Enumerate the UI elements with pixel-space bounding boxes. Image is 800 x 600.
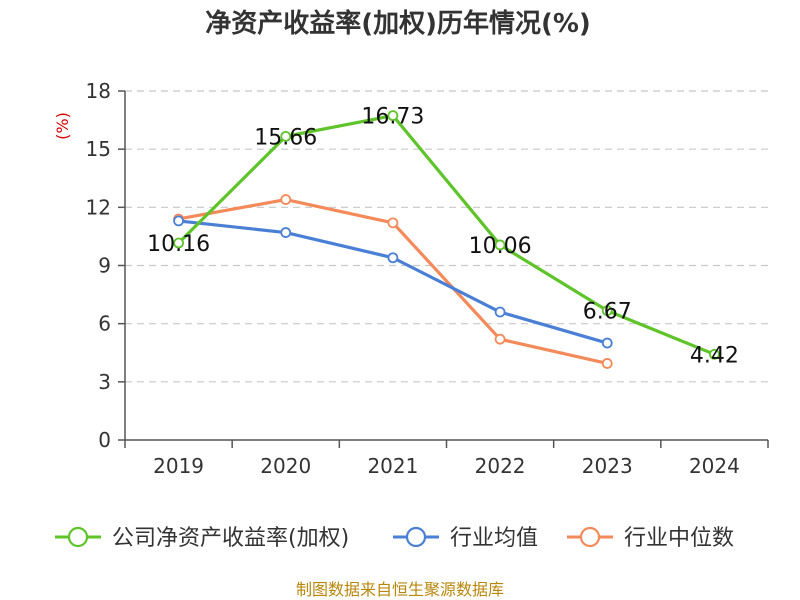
x-tick-label-2022: 2022: [475, 454, 526, 478]
y-axis-unit-label: (%): [53, 112, 72, 140]
series-2-point-2021: [387, 252, 399, 264]
series-2-point-2023: [601, 337, 613, 349]
series-1-point-2023: [601, 305, 613, 317]
series-2-point-2020: [280, 227, 292, 238]
data-label-2023: 6.67: [583, 300, 632, 325]
series-2-line: [178, 219, 608, 345]
data-label-2020: 15.66: [254, 125, 317, 150]
source-note: 制图数据来自恒生聚源数据库: [296, 580, 504, 599]
data-label-2021: 16.73: [361, 105, 424, 130]
legend-marker-1: [67, 526, 89, 548]
series-1-point-2019: [173, 237, 184, 249]
series-1-line: [177, 114, 716, 356]
series-3-point-2023: [601, 358, 613, 369]
series-lines: [173, 110, 720, 369]
data-labels: 10.16 15.66 16.73 10.06 6.67 4.42: [147, 105, 739, 369]
y-tick-label-3: 3: [98, 370, 111, 394]
axes: 0 3 6 9 12 15 18 2019 2020 2021 2022 2023 2024: [86, 79, 769, 478]
series-3-point-2022: [494, 333, 506, 345]
y-tick-label-9: 9: [98, 254, 111, 278]
legend-label-1: 公司净资产收益率(加权): [112, 526, 349, 551]
legend-marker-3: [579, 526, 601, 548]
legend-item-3: 行业中位数: [567, 526, 734, 551]
series-2: [173, 215, 613, 349]
y-tick-label-12: 12: [86, 195, 111, 219]
x-tick-label-2020: 2020: [260, 454, 311, 478]
series-1-point-2022: [494, 239, 506, 251]
y-tick-label-6: 6: [98, 312, 111, 336]
x-tick-label-2023: 2023: [582, 454, 633, 478]
series-1: [173, 110, 720, 360]
series-1-point-2024: [709, 348, 720, 360]
series-3-point-2021: [387, 217, 399, 229]
series-1-point-2020: [280, 130, 292, 142]
legend-label-3: 行业中位数: [624, 526, 734, 551]
chart-title: 净资产收益率(加权)历年情况(%): [205, 8, 591, 39]
y-tick-label-15: 15: [86, 137, 111, 161]
x-tick-label-2024: 2024: [689, 454, 740, 478]
series-3: [173, 194, 613, 369]
series-3-point-2020: [280, 194, 292, 205]
legend-item-2: 行业均值: [393, 526, 538, 551]
data-label-2022: 10.06: [469, 234, 532, 259]
legend-label-2: 行业均值: [450, 526, 538, 551]
series-2-point-2022: [494, 306, 506, 318]
series-1-point-2021: [387, 110, 399, 122]
legend-item-1: 公司净资产收益率(加权): [55, 526, 349, 551]
y-tick-label-0: 0: [98, 428, 111, 452]
series-2-point-2019: [173, 215, 184, 227]
legend: 公司净资产收益率(加权) 行业均值 行业中位数: [55, 526, 734, 551]
y-tick-label-18: 18: [86, 79, 111, 103]
legend-marker-2: [405, 526, 427, 548]
x-tick-label-2019: 2019: [153, 454, 204, 478]
data-label-2019: 10.16: [147, 232, 210, 257]
x-tick-label-2021: 2021: [367, 454, 418, 478]
data-label-2024: 4.42: [690, 343, 739, 368]
